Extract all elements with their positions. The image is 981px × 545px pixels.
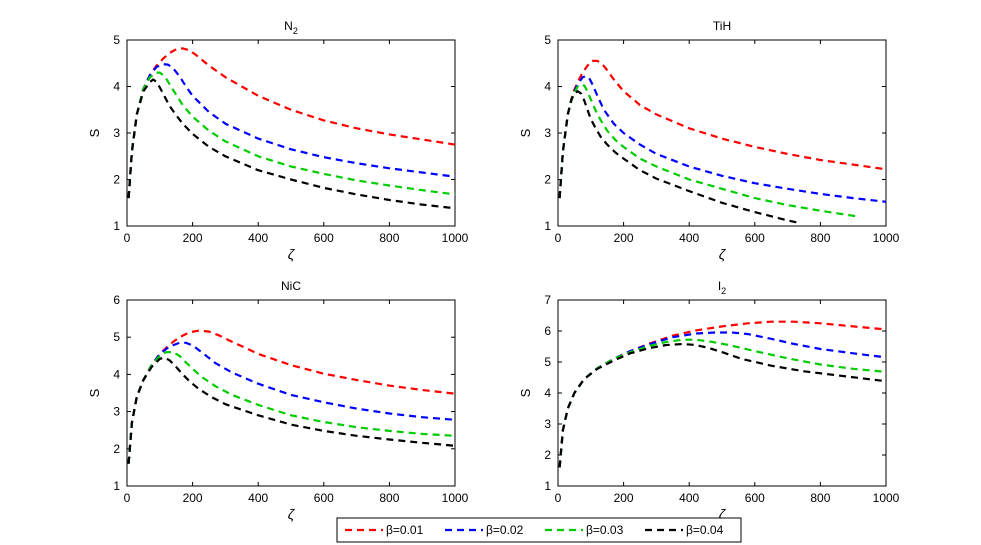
x-axis-label: ζ (288, 246, 296, 262)
x-tick-label: 1000 (873, 231, 900, 245)
x-tick-label: 400 (248, 231, 268, 245)
y-tick-label: 3 (544, 417, 551, 431)
x-tick-label: 1000 (442, 491, 469, 505)
legend-label: β=0.02 (486, 523, 524, 537)
legend-box (336, 517, 742, 543)
y-tick-label: 7 (544, 293, 551, 307)
x-tick-label: 600 (314, 491, 334, 505)
y-tick-label: 5 (113, 330, 120, 344)
panel-title-text: TiH (713, 19, 731, 33)
x-tick-label: 200 (614, 231, 634, 245)
series-line-2 (127, 341, 456, 464)
y-tick-label: 2 (113, 442, 120, 456)
legend-entry-2: β=0.02 (445, 523, 524, 537)
y-tick-label: 1 (544, 219, 551, 233)
series-line-1 (127, 47, 456, 199)
legend: β=0.01 β=0.02 β=0.03 β=0.04 (336, 517, 742, 543)
plot-frame (126, 39, 456, 227)
panel-title: NiC (281, 279, 301, 293)
y-axis-label: S (518, 388, 533, 397)
x-tick-label: 600 (745, 491, 765, 505)
panel-title-subscript: 2 (293, 26, 298, 36)
series-line-4 (558, 90, 801, 225)
y-tick-label: 5 (544, 33, 551, 47)
y-tick-label: 1 (113, 479, 120, 493)
series-line-4 (127, 78, 456, 210)
y-tick-label: 6 (113, 293, 120, 307)
panel-title-subscript: 2 (721, 286, 726, 296)
y-tick-label: 4 (113, 367, 120, 381)
x-tick-label: 400 (248, 491, 268, 505)
y-tick-label: 4 (544, 80, 551, 94)
y-tick-label: 1 (113, 219, 120, 233)
panel-title: TiH (713, 19, 731, 33)
panel-title-text: I (718, 279, 721, 293)
legend-label: β=0.01 (386, 523, 424, 537)
panel-title: I2 (718, 279, 726, 296)
x-tick-label: 0 (555, 231, 562, 245)
y-tick-label: 1 (544, 479, 551, 493)
series-line-4 (127, 356, 456, 464)
y-tick-label: 2 (113, 173, 120, 187)
y-tick-label: 3 (544, 126, 551, 140)
x-tick-label: 200 (183, 491, 203, 505)
legend-entry-1: β=0.01 (345, 523, 424, 537)
plot-frame (557, 299, 887, 487)
y-axis-label: S (87, 128, 102, 137)
y-tick-label: 3 (113, 126, 120, 140)
x-tick-label: 200 (614, 491, 634, 505)
x-tick-label: 0 (124, 231, 131, 245)
x-tick-label: 800 (379, 231, 399, 245)
x-tick-label: 400 (679, 491, 699, 505)
x-tick-label: 400 (679, 231, 699, 245)
series-line-1 (558, 59, 887, 199)
y-tick-label: 2 (544, 448, 551, 462)
y-tick-label: 4 (544, 386, 551, 400)
legend-label: β=0.04 (686, 523, 724, 537)
x-tick-label: 600 (314, 231, 334, 245)
x-axis-label: ζ (719, 246, 727, 262)
series-line-3 (558, 338, 887, 468)
x-tick-label: 1000 (442, 231, 469, 245)
x-tick-label: 800 (810, 491, 830, 505)
y-tick-label: 4 (113, 80, 120, 94)
x-tick-label: 800 (379, 491, 399, 505)
panel-title-text: NiC (281, 279, 301, 293)
x-axis-label: ζ (288, 506, 296, 522)
y-tick-label: 2 (544, 173, 551, 187)
plot-frame (557, 39, 887, 227)
y-tick-label: 5 (544, 355, 551, 369)
panel-3: 0 200 400 600 800 1000 1 2 3 4 5 6 NiC ζ S (87, 279, 469, 522)
x-axis-label: ζ (719, 506, 727, 522)
legend-entry-4: β=0.04 (645, 523, 724, 537)
plot-frame (126, 299, 456, 487)
x-tick-label: 200 (183, 231, 203, 245)
x-tick-label: 1000 (873, 491, 900, 505)
series-line-4 (558, 342, 887, 468)
panel-title-text: N (284, 19, 293, 33)
series-line-1 (127, 329, 456, 464)
y-tick-label: 3 (113, 405, 120, 419)
y-tick-label: 5 (113, 33, 120, 47)
x-tick-label: 0 (555, 491, 562, 505)
y-axis-label: S (87, 388, 102, 397)
series-line-3 (558, 83, 860, 218)
panel-title: N2 (284, 19, 298, 36)
x-tick-label: 800 (810, 231, 830, 245)
legend-label: β=0.03 (586, 523, 624, 537)
x-tick-label: 0 (124, 491, 131, 505)
y-axis-label: S (518, 128, 533, 137)
y-tick-label: 6 (544, 324, 551, 338)
x-tick-label: 600 (745, 231, 765, 245)
panel-2: 0 200 400 600 800 1000 1 2 3 4 5 TiH ζ S (518, 19, 900, 262)
legend-entry-3: β=0.03 (545, 523, 624, 537)
series-line-2 (127, 63, 456, 199)
